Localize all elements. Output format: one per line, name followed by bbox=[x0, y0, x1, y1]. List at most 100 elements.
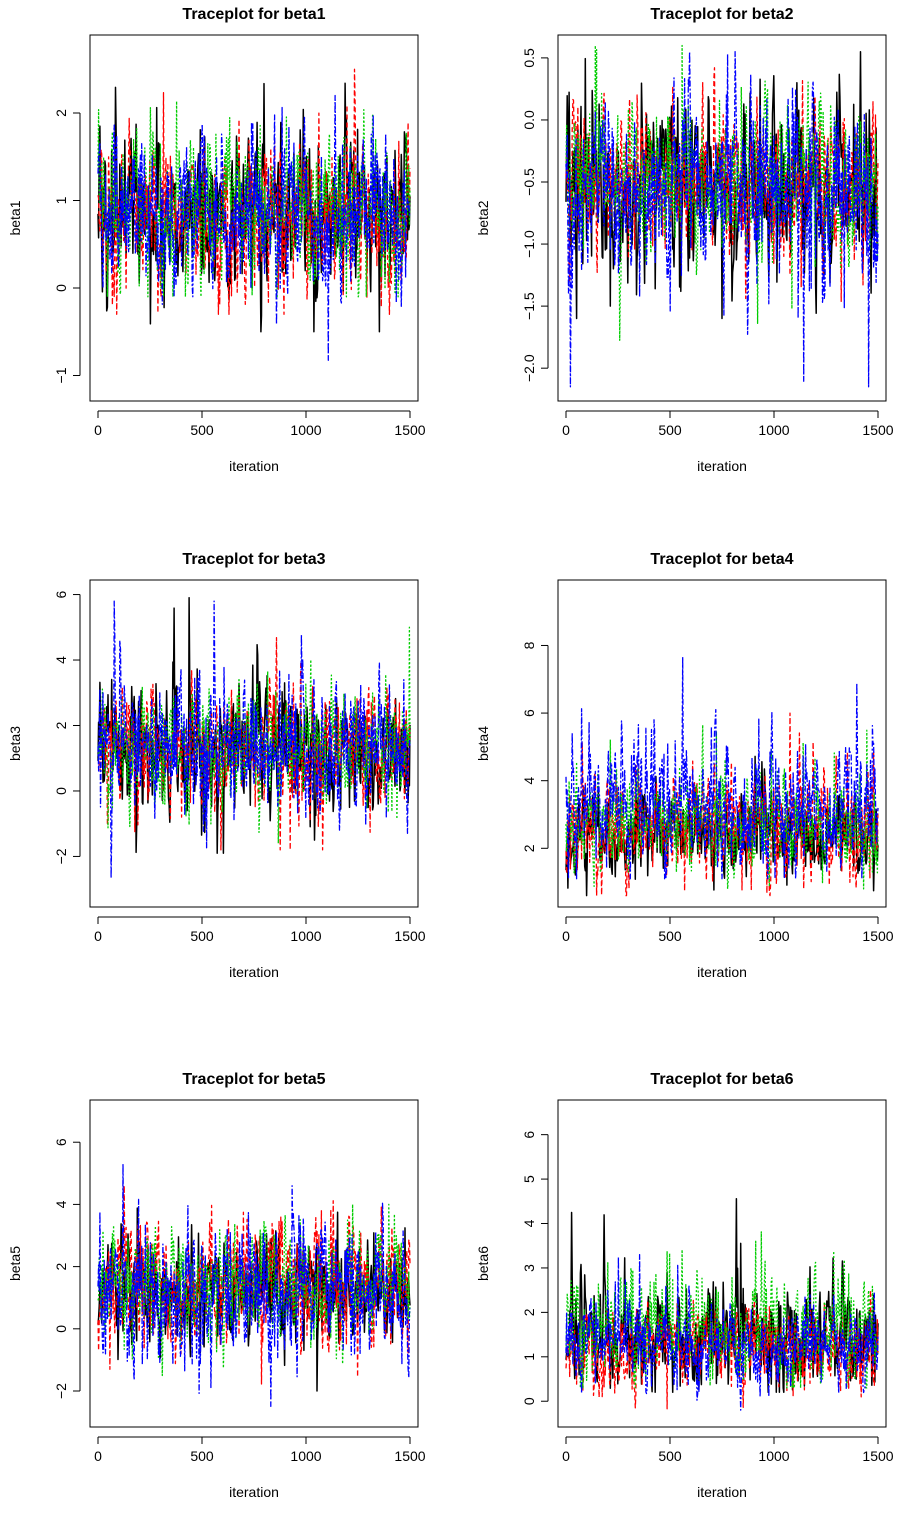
y-tick-label: 4 bbox=[53, 656, 69, 664]
chart-title: Traceplot for beta4 bbox=[650, 551, 793, 568]
traceplot-panel-2: Traceplot for beta2 0 500 1000 1500 iteration… bbox=[475, 6, 894, 474]
x-tick-label: 1500 bbox=[394, 422, 425, 438]
x-tick-label: 1000 bbox=[758, 1448, 789, 1464]
y-tick-label: 4 bbox=[521, 777, 537, 785]
y-tick-label: 6 bbox=[53, 1138, 69, 1146]
chart-title: Traceplot for beta2 bbox=[650, 6, 793, 23]
x-tick-label: 1500 bbox=[862, 928, 893, 944]
traceplot-panel-3: Traceplot for beta3 0 500 1000 1500 iteration… bbox=[7, 551, 426, 980]
chart-title: Traceplot for beta6 bbox=[650, 1071, 793, 1088]
y-tick-label: 5 bbox=[521, 1175, 537, 1183]
x-tick-label: 500 bbox=[658, 422, 682, 438]
traceplot-panel-4: Traceplot for beta4 0 500 1000 1500 iteration… bbox=[475, 551, 894, 980]
plot-frame bbox=[557, 1099, 887, 1428]
y-tick-label: 2 bbox=[53, 721, 69, 729]
x-tick-label: 1500 bbox=[394, 928, 425, 944]
y-tick-label: −2.0 bbox=[521, 354, 537, 382]
x-tick-label: 1000 bbox=[758, 928, 789, 944]
x-axis: 0 500 1000 1500 iteration bbox=[94, 916, 426, 980]
y-tick-label: 6 bbox=[53, 590, 69, 598]
x-axis-label: iteration bbox=[229, 964, 279, 980]
chart-title: Traceplot for beta1 bbox=[182, 6, 325, 23]
y-tick-label: 1 bbox=[53, 196, 69, 204]
plot-frame bbox=[557, 34, 887, 402]
x-tick-label: 500 bbox=[190, 422, 214, 438]
y-tick-label: 3 bbox=[521, 1264, 537, 1272]
plot-frame bbox=[89, 579, 419, 908]
y-tick-label: 1 bbox=[521, 1353, 537, 1361]
y-axis-label: beta6 bbox=[475, 1246, 491, 1281]
x-tick-label: 1000 bbox=[758, 422, 789, 438]
x-tick-label: 500 bbox=[658, 1448, 682, 1464]
series-line-chain-4 bbox=[565, 656, 879, 880]
y-tick-label: 0.0 bbox=[521, 110, 537, 130]
y-tick-label: 2 bbox=[521, 1308, 537, 1316]
x-axis: 0 500 1000 1500 iteration bbox=[94, 410, 426, 474]
x-tick-label: 1500 bbox=[394, 1448, 425, 1464]
x-tick-label: 500 bbox=[190, 1448, 214, 1464]
y-tick-label: 0 bbox=[53, 1325, 69, 1333]
x-tick-label: 1500 bbox=[862, 1448, 893, 1464]
y-axis: −1 0 1 2 beta1 bbox=[7, 109, 81, 383]
y-tick-label: −2 bbox=[53, 848, 69, 864]
y-tick-label: 2 bbox=[53, 1263, 69, 1271]
x-tick-label: 1000 bbox=[290, 422, 321, 438]
y-tick-label: −1.0 bbox=[521, 230, 537, 258]
y-axis: −2.0 −1.5 −1.0 −0.5 0.0 0.5 beta2 bbox=[475, 48, 549, 382]
y-tick-label: −1.5 bbox=[521, 292, 537, 320]
y-tick-label: −0.5 bbox=[521, 168, 537, 196]
x-axis: 0 500 1000 1500 iteration bbox=[562, 1436, 894, 1500]
traceplot-panel-1: Traceplot for beta1 0 500 1000 1500 iteration… bbox=[7, 6, 426, 474]
series-line-chain-4 bbox=[565, 1253, 879, 1411]
y-tick-label: 6 bbox=[521, 1131, 537, 1139]
plot-frame bbox=[89, 34, 419, 402]
x-axis-label: iteration bbox=[697, 1484, 747, 1500]
plot-frame bbox=[557, 579, 887, 908]
series-line-chain-3 bbox=[565, 1231, 879, 1389]
plot-frame bbox=[89, 1099, 419, 1428]
x-axis: 0 500 1000 1500 iteration bbox=[562, 916, 894, 980]
x-axis: 0 500 1000 1500 iteration bbox=[562, 410, 894, 474]
y-tick-label: 4 bbox=[521, 1219, 537, 1227]
x-tick-label: 500 bbox=[658, 928, 682, 944]
x-tick-label: 1500 bbox=[862, 422, 893, 438]
traceplot-panel-5: Traceplot for beta5 0 500 1000 1500 iteration… bbox=[7, 1071, 426, 1500]
x-axis-label: iteration bbox=[697, 458, 747, 474]
x-tick-label: 0 bbox=[562, 422, 570, 438]
x-axis: 0 500 1000 1500 iteration bbox=[94, 1436, 426, 1500]
y-tick-label: 0 bbox=[521, 1397, 537, 1405]
y-axis-label: beta1 bbox=[7, 200, 23, 235]
x-tick-label: 0 bbox=[562, 928, 570, 944]
y-tick-label: 6 bbox=[521, 709, 537, 717]
y-axis-label: beta3 bbox=[7, 726, 23, 761]
y-axis: 2 4 6 8 beta4 bbox=[475, 641, 549, 852]
y-axis: −2 0 2 4 6 beta5 bbox=[7, 1138, 81, 1399]
x-tick-label: 1000 bbox=[290, 1448, 321, 1464]
x-tick-label: 0 bbox=[94, 1448, 102, 1464]
series-line-chain-3 bbox=[97, 100, 411, 298]
chart-title: Traceplot for beta5 bbox=[182, 1071, 325, 1088]
y-tick-label: −2 bbox=[53, 1383, 69, 1399]
x-axis-label: iteration bbox=[697, 964, 747, 980]
y-tick-label: 0 bbox=[53, 787, 69, 795]
series-line-chain-4 bbox=[565, 51, 879, 388]
y-axis: 0 1 2 3 4 5 6 beta6 bbox=[475, 1131, 549, 1405]
series-line-chain-2 bbox=[565, 67, 879, 303]
x-tick-label: 0 bbox=[94, 928, 102, 944]
series-line-chain-3 bbox=[565, 44, 879, 341]
series-line-chain-4 bbox=[97, 1163, 411, 1408]
y-tick-label: 8 bbox=[521, 641, 537, 649]
x-axis-label: iteration bbox=[229, 458, 279, 474]
y-axis-label: beta5 bbox=[7, 1246, 23, 1281]
y-tick-label: 2 bbox=[53, 109, 69, 117]
x-tick-label: 1000 bbox=[290, 928, 321, 944]
y-tick-label: 4 bbox=[53, 1200, 69, 1208]
x-axis-label: iteration bbox=[229, 1484, 279, 1500]
traceplot-panel-6: Traceplot for beta6 0 500 1000 1500 iteration… bbox=[475, 1071, 894, 1500]
y-axis-label: beta4 bbox=[475, 726, 491, 761]
series-line-chain-4 bbox=[97, 94, 411, 361]
x-tick-label: 0 bbox=[94, 422, 102, 438]
y-axis-label: beta2 bbox=[475, 200, 491, 235]
y-tick-label: 0.5 bbox=[521, 48, 537, 68]
